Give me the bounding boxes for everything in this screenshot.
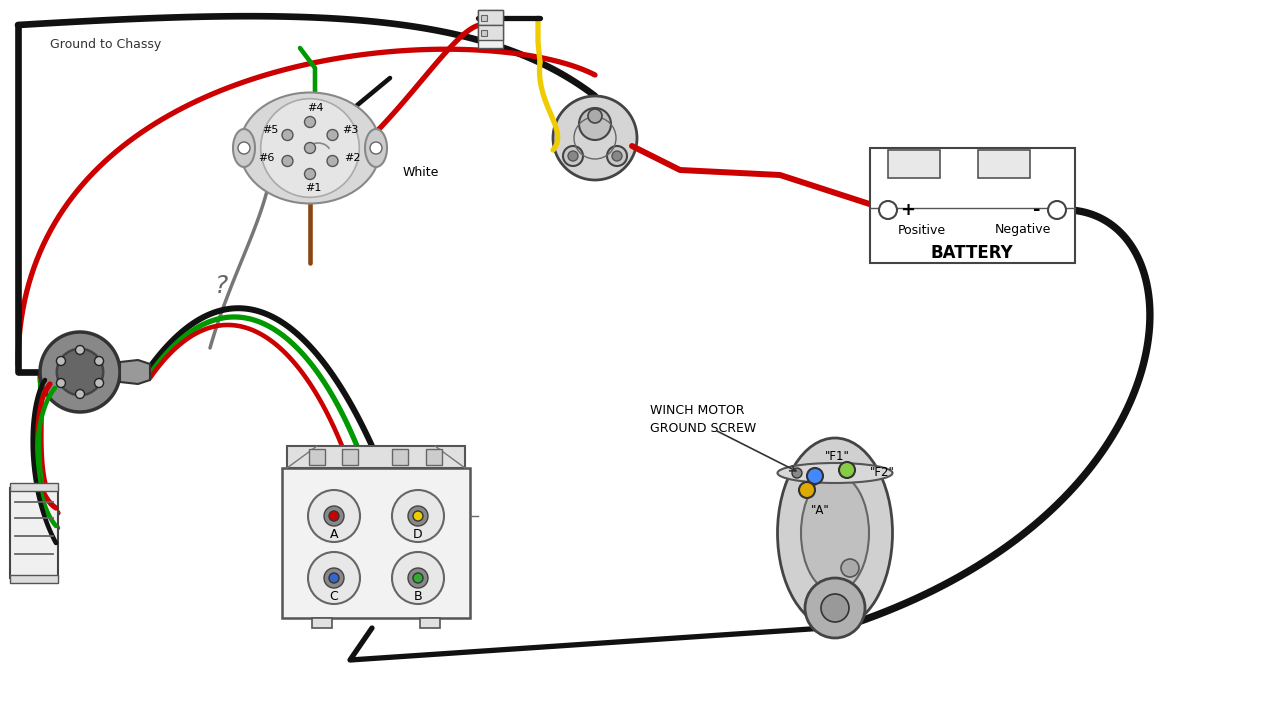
Circle shape <box>408 506 428 526</box>
Circle shape <box>327 156 337 167</box>
Circle shape <box>56 356 65 366</box>
Bar <box>282 468 470 618</box>
Bar <box>870 148 1075 263</box>
Bar <box>978 150 1030 178</box>
Text: "F2": "F2" <box>870 466 895 479</box>
Circle shape <box>56 349 104 395</box>
Polygon shape <box>120 360 150 384</box>
Bar <box>888 150 941 178</box>
Circle shape <box>413 511 423 521</box>
Ellipse shape <box>777 463 892 483</box>
Circle shape <box>408 568 428 588</box>
Circle shape <box>282 156 293 167</box>
Circle shape <box>75 390 84 398</box>
Circle shape <box>325 506 344 526</box>
Text: WINCH MOTOR
GROUND SCREW: WINCH MOTOR GROUND SCREW <box>651 405 757 436</box>
Text: #3: #3 <box>341 125 358 135</box>
Circle shape <box>304 143 316 153</box>
Text: +: + <box>901 201 915 219</box>
Circle shape <box>792 468 803 478</box>
Circle shape <box>805 578 865 638</box>
Circle shape <box>392 552 443 604</box>
Bar <box>288 446 465 468</box>
Text: C: C <box>330 589 339 602</box>
Bar <box>312 618 332 628</box>
Circle shape <box>413 573 423 583</box>
Circle shape <box>75 345 84 355</box>
Circle shape <box>607 146 627 166</box>
Text: ?: ? <box>215 274 229 298</box>
Circle shape <box>564 146 583 166</box>
Ellipse shape <box>801 474 869 592</box>
Circle shape <box>612 151 622 161</box>
Ellipse shape <box>777 438 892 628</box>
Bar <box>478 10 504 25</box>
Circle shape <box>1048 201 1066 219</box>
Text: #6: #6 <box>258 153 275 163</box>
Text: White: White <box>403 167 440 180</box>
Circle shape <box>327 130 337 140</box>
Circle shape <box>308 552 360 604</box>
Circle shape <box>304 169 316 180</box>
Circle shape <box>567 151 578 161</box>
Circle shape <box>588 109 602 123</box>
Circle shape <box>838 462 855 478</box>
Bar <box>420 618 440 628</box>
Circle shape <box>820 594 849 622</box>
Circle shape <box>261 98 359 198</box>
Circle shape <box>841 559 859 577</box>
Bar <box>478 25 504 40</box>
Circle shape <box>328 511 339 521</box>
Text: B: B <box>414 589 422 602</box>
Text: "A": "A" <box>810 503 829 516</box>
Text: #5: #5 <box>262 125 279 135</box>
Bar <box>481 15 487 21</box>
Bar <box>10 575 58 583</box>
Circle shape <box>282 130 293 140</box>
Ellipse shape <box>233 129 256 167</box>
Bar <box>481 30 487 36</box>
Bar <box>343 449 358 465</box>
Text: #1: #1 <box>305 183 321 193</box>
Text: Negative: Negative <box>994 224 1052 237</box>
Circle shape <box>40 332 120 412</box>
Text: #2: #2 <box>344 153 360 163</box>
Text: #4: #4 <box>307 103 323 113</box>
Bar <box>10 483 58 491</box>
Text: Positive: Positive <box>898 224 946 237</box>
Bar <box>392 449 408 465</box>
Circle shape <box>95 356 104 366</box>
Circle shape <box>806 468 823 484</box>
Text: BATTERY: BATTERY <box>930 244 1013 262</box>
Circle shape <box>308 490 360 542</box>
Circle shape <box>579 108 611 140</box>
Circle shape <box>238 142 250 154</box>
Bar <box>309 449 325 465</box>
Circle shape <box>56 379 65 387</box>
Circle shape <box>371 142 382 154</box>
Ellipse shape <box>366 129 387 167</box>
Circle shape <box>325 568 344 588</box>
Circle shape <box>799 482 815 498</box>
Circle shape <box>392 490 443 542</box>
Circle shape <box>304 117 316 127</box>
Bar <box>10 488 58 578</box>
Circle shape <box>879 201 897 219</box>
Ellipse shape <box>239 93 381 203</box>
Text: Ground to Chassy: Ground to Chassy <box>50 38 161 51</box>
Text: "F1": "F1" <box>824 450 850 463</box>
Circle shape <box>328 573 339 583</box>
Text: A: A <box>330 528 339 541</box>
Circle shape <box>553 96 636 180</box>
Text: -: - <box>1033 201 1040 219</box>
Bar <box>478 10 504 48</box>
Circle shape <box>95 379 104 387</box>
Text: D: D <box>413 528 423 541</box>
Bar <box>426 449 442 465</box>
